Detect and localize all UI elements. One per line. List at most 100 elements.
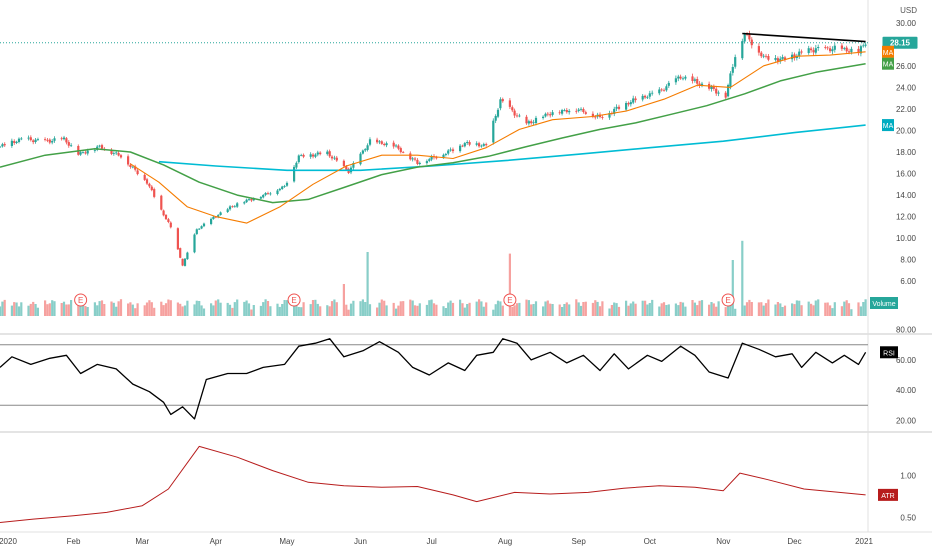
volume-bar — [727, 303, 730, 316]
volume-bar — [499, 301, 502, 316]
volume-bar — [824, 302, 827, 316]
volume-bar — [352, 300, 355, 316]
volume-bar — [44, 300, 47, 316]
volume-bar — [278, 306, 281, 316]
volume-bar — [762, 305, 765, 316]
candle-body — [857, 48, 860, 53]
candle-body — [231, 206, 234, 208]
volume-bar — [449, 300, 452, 316]
candle-body — [691, 76, 694, 81]
volume-bar — [734, 308, 737, 316]
candle-body — [575, 110, 578, 112]
volume-bar — [361, 299, 364, 316]
candle-body — [814, 48, 817, 53]
volume-bar — [81, 302, 85, 316]
candle-body — [283, 186, 286, 187]
volume-bar — [112, 302, 115, 316]
volume-bar — [399, 301, 402, 316]
candle-body — [532, 122, 535, 124]
candle-body — [383, 144, 386, 145]
candle-body — [466, 142, 469, 143]
price-tick-label: 26.00 — [896, 62, 917, 71]
volume-bar — [544, 301, 547, 316]
candle-body — [395, 145, 398, 147]
volume-bar — [214, 300, 217, 316]
earnings-marker-label: E — [507, 296, 512, 305]
candle-body — [729, 73, 732, 87]
candle-body — [186, 252, 189, 260]
candle-body — [781, 57, 784, 59]
volume-bar — [418, 303, 421, 316]
candle-body — [840, 45, 843, 49]
volume-bar — [302, 302, 305, 316]
volume-bar — [698, 300, 701, 316]
volume-bar — [200, 305, 203, 316]
candle-body — [850, 48, 853, 53]
candle-body — [435, 157, 438, 159]
earnings-marker-icon — [74, 293, 88, 307]
volume-bar — [850, 309, 853, 316]
volume-bar — [561, 307, 564, 316]
volume-bar — [530, 304, 533, 316]
indicator-lines — [0, 32, 867, 523]
volume-bar — [475, 301, 478, 316]
candle-body — [86, 150, 89, 154]
candle-body — [200, 226, 203, 229]
candle-body — [160, 195, 163, 210]
candle-body — [644, 95, 647, 98]
price-tick-label: 6.00 — [900, 277, 916, 286]
volume-bar — [164, 303, 168, 316]
candle-body — [366, 145, 369, 150]
candle-body — [862, 45, 865, 47]
candle-body — [679, 76, 682, 79]
volume-bar — [145, 302, 149, 316]
candle-body — [342, 160, 345, 167]
candle-body — [361, 150, 364, 154]
time-tick-label: Jun — [354, 537, 367, 546]
candle-body — [459, 145, 462, 152]
candle-body — [549, 114, 552, 116]
candle-body — [51, 141, 54, 143]
candle-body — [328, 151, 331, 157]
volume-bar — [231, 307, 234, 316]
candle-body — [601, 117, 604, 118]
volume-bar — [293, 300, 296, 316]
candle-body — [463, 143, 466, 147]
candle-body — [32, 140, 35, 143]
volume-bar — [300, 307, 303, 316]
volume-bar — [674, 303, 677, 316]
volume-bar — [181, 306, 184, 316]
candle-body — [62, 137, 66, 140]
volume-bar — [691, 300, 694, 316]
candle-body — [696, 79, 699, 84]
candle-body — [674, 78, 677, 83]
volume-bar — [681, 302, 685, 316]
volume-bar — [729, 301, 732, 316]
volume-bar — [314, 299, 317, 316]
ma-fast-badge-label: MA — [883, 50, 894, 57]
volume-bar — [679, 301, 682, 316]
volume-bar — [634, 303, 637, 316]
volume-bar — [715, 306, 718, 316]
volume-bar — [150, 302, 153, 316]
volume-bar — [774, 304, 777, 316]
volume-bar — [496, 300, 500, 316]
candle-body — [29, 137, 32, 141]
time-axis: 2020 Feb Mar Apr May Jun Jul Aug Sep Oct Nov Dec 202… — [0, 537, 873, 546]
volume-bar — [829, 305, 832, 316]
time-tick-label: Nov — [716, 537, 730, 546]
volume-bar — [345, 304, 348, 316]
candle-body — [1, 144, 4, 147]
candle-body — [710, 86, 713, 89]
rsi-tick-label: 40.00 — [896, 386, 917, 395]
volume-badge-label: Volume — [872, 301, 895, 308]
volume-bar — [596, 301, 599, 316]
volume-bar — [309, 304, 312, 316]
candle-body — [712, 86, 715, 89]
volume-bar — [534, 301, 538, 316]
candle-body — [276, 190, 279, 194]
price-tick-label: 8.00 — [900, 256, 916, 265]
price-tick-label: 10.00 — [896, 234, 917, 243]
candle-body — [783, 57, 787, 60]
